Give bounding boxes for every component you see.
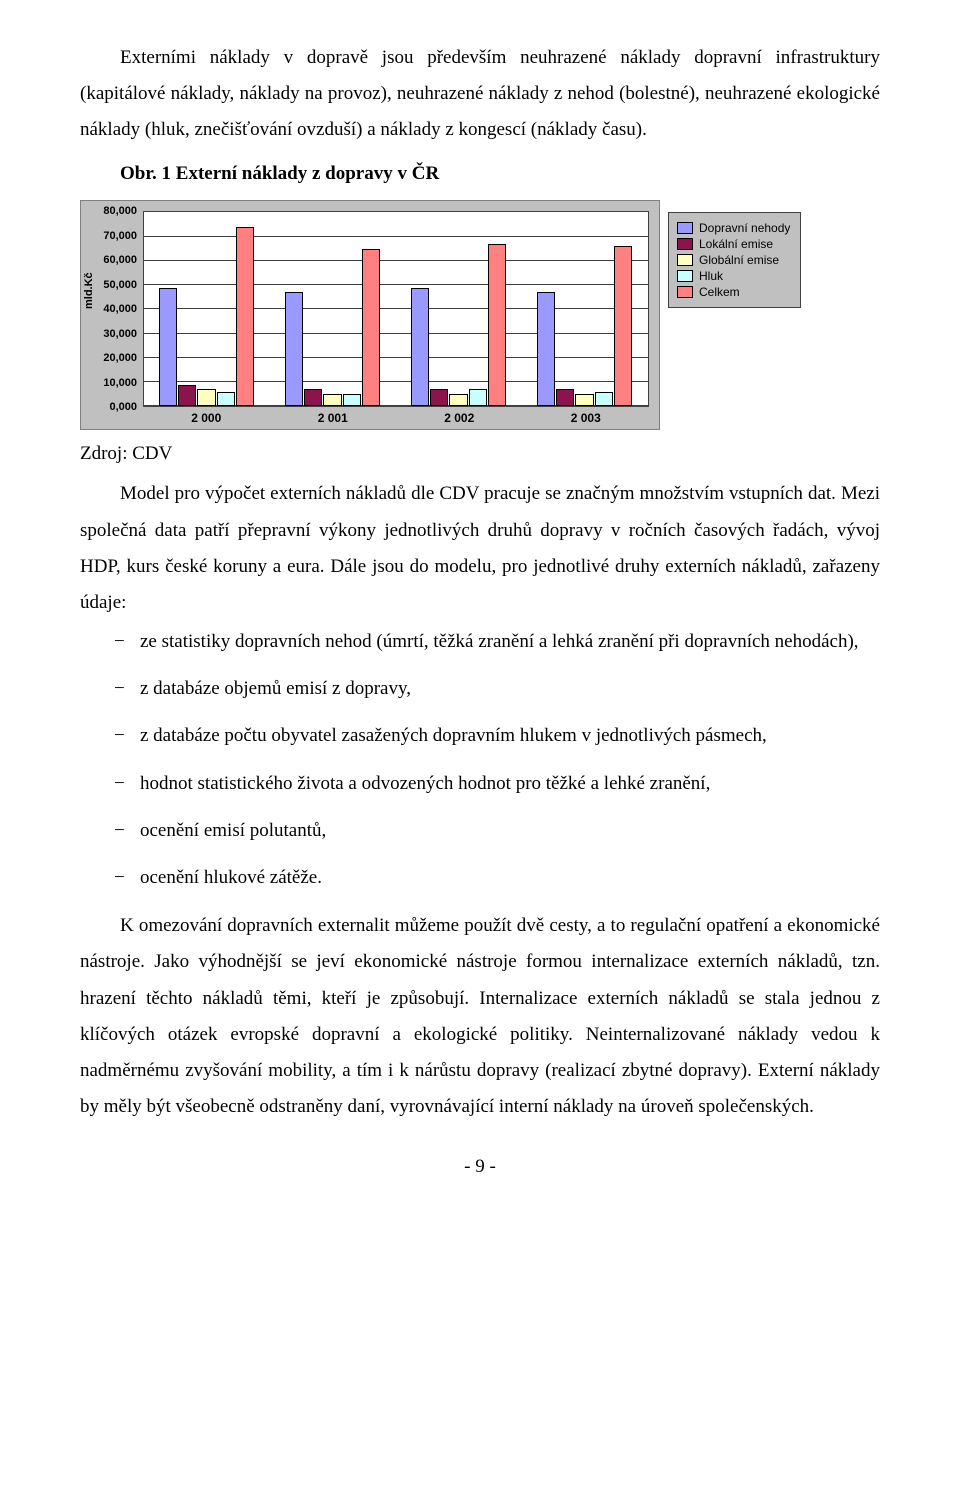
legend-swatch [677,270,693,282]
x-tick-label: 2 003 [571,411,601,425]
legend-label: Hluk [699,269,723,283]
chart-bar [343,394,361,406]
chart-bar [197,389,215,406]
list-item: z databáze objemů emisí z dopravy, [140,672,880,705]
chart-bar [304,389,322,406]
legend-swatch [677,254,693,266]
paragraph-conclusion: K omezování dopravních externalit můžeme… [80,908,880,1125]
x-tick-label: 2 002 [444,411,474,425]
figure-title: Obr. 1 Externí náklady z dopravy v ČR [80,156,880,192]
chart-bar [362,249,380,407]
plot-area [143,211,649,407]
x-tick-label: 2 000 [191,411,221,425]
chart-bar [469,389,487,406]
figure-source: Zdroj: CDV [80,436,880,472]
y-tick-label: 10,000 [81,377,137,389]
list-item: z databáze počtu obyvatel zasažených dop… [140,719,880,752]
chart-container: mld.Kč 0,00010,00020,00030,00040,00050,0… [80,200,880,430]
legend-swatch [677,238,693,250]
chart-box: mld.Kč 0,00010,00020,00030,00040,00050,0… [80,200,660,430]
legend-swatch [677,222,693,234]
list-item: ocenění hlukové zátěže. [140,861,880,894]
chart-bar [430,389,448,406]
bullet-list: ze statistiky dopravních nehod (úmrtí, t… [80,625,880,895]
y-axis: 0,00010,00020,00030,00040,00050,00060,00… [81,211,141,407]
chart-bar [449,394,467,406]
chart-bar [217,392,235,407]
y-tick-label: 50,000 [81,279,137,291]
y-tick-label: 20,000 [81,352,137,364]
y-tick-label: 40,000 [81,303,137,315]
chart-bar [323,394,341,406]
chart-legend: Dopravní nehody Lokální emise Globální emi… [668,212,801,308]
legend-label: Lokální emise [699,237,773,251]
legend-swatch [677,286,693,298]
chart-bar [614,246,632,406]
paragraph-model: Model pro výpočet externích nákladů dle … [80,476,880,620]
legend-label: Globální emise [699,253,779,267]
chart-bar [595,392,613,407]
chart-bar [178,385,196,407]
chart-bar [411,288,429,407]
legend-label: Dopravní nehody [699,221,790,235]
legend-row: Globální emise [677,253,790,267]
list-item: ze statistiky dopravních nehod (úmrtí, t… [140,625,880,658]
legend-row: Dopravní nehody [677,221,790,235]
y-tick-label: 30,000 [81,328,137,340]
y-tick-label: 60,000 [81,254,137,266]
x-axis: 2 000 2 001 2 002 2 003 [143,407,649,429]
legend-label: Celkem [699,285,740,299]
chart-bar [285,292,303,406]
chart-bar [159,288,177,407]
page-number: - 9 - [80,1149,880,1185]
legend-row: Hluk [677,269,790,283]
legend-row: Celkem [677,285,790,299]
chart-bar [488,244,506,406]
legend-row: Lokální emise [677,237,790,251]
chart-bar [575,394,593,406]
list-item: ocenění emisí polutantů, [140,814,880,847]
chart-bar [236,227,254,406]
x-tick-label: 2 001 [318,411,348,425]
list-item: hodnot statistického života a odvozených… [140,767,880,800]
y-tick-label: 70,000 [81,230,137,242]
chart-bar [556,389,574,406]
paragraph-intro: Externími náklady v dopravě jsou předevš… [80,40,880,148]
chart-bar [537,292,555,406]
y-tick-label: 80,000 [81,205,137,217]
y-tick-label: 0,000 [81,401,137,413]
